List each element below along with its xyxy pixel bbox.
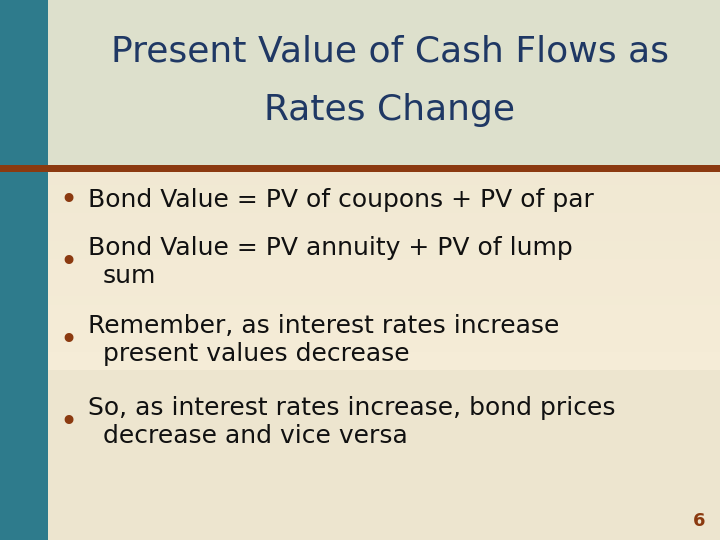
Bar	[0, 333, 720, 342]
Bar	[0, 278, 720, 287]
Bar	[0, 185, 720, 194]
Bar	[0, 37, 720, 46]
Text: •: •	[59, 326, 77, 354]
Bar	[0, 324, 720, 333]
Text: present values decrease: present values decrease	[103, 342, 410, 366]
Bar	[0, 56, 720, 65]
Bar	[0, 176, 720, 185]
Bar	[0, 0, 720, 170]
Bar	[0, 296, 720, 305]
Bar	[0, 287, 720, 296]
Bar	[0, 139, 720, 148]
Bar	[0, 0, 48, 540]
Bar	[0, 231, 720, 240]
Text: •: •	[59, 247, 77, 276]
Bar	[0, 361, 720, 370]
Text: sum: sum	[103, 264, 156, 288]
Text: Rates Change: Rates Change	[264, 93, 516, 127]
Text: 6: 6	[693, 512, 705, 530]
Bar	[0, 222, 720, 231]
Bar	[0, 65, 720, 74]
Text: decrease and vice versa: decrease and vice versa	[103, 424, 408, 448]
Bar	[0, 46, 720, 56]
Text: Present Value of Cash Flows as: Present Value of Cash Flows as	[111, 35, 669, 69]
Bar	[0, 240, 720, 249]
Bar	[0, 268, 720, 278]
Bar	[0, 259, 720, 268]
Text: Remember, as interest rates increase: Remember, as interest rates increase	[88, 314, 559, 338]
Bar	[0, 120, 720, 130]
Bar	[0, 249, 720, 259]
Text: •: •	[59, 408, 77, 436]
Bar	[0, 204, 720, 213]
Bar	[0, 194, 720, 204]
Bar	[0, 166, 720, 176]
Bar	[0, 165, 720, 172]
Bar	[0, 148, 720, 157]
Bar	[0, 83, 720, 92]
Bar	[0, 111, 720, 120]
Bar	[0, 92, 720, 102]
Bar	[0, 28, 720, 37]
Text: Bond Value = PV of coupons + PV of par: Bond Value = PV of coupons + PV of par	[88, 188, 594, 212]
Bar	[0, 305, 720, 314]
Text: Bond Value = PV annuity + PV of lump: Bond Value = PV annuity + PV of lump	[88, 235, 572, 260]
Bar	[0, 130, 720, 139]
Bar	[0, 352, 720, 361]
Bar	[0, 18, 720, 28]
Bar	[0, 102, 720, 111]
Bar	[0, 74, 720, 83]
Bar	[0, 157, 720, 166]
Text: So, as interest rates increase, bond prices: So, as interest rates increase, bond pri…	[88, 396, 616, 420]
Bar	[0, 0, 720, 9]
Bar	[0, 314, 720, 324]
Bar	[0, 213, 720, 222]
Text: •: •	[59, 186, 77, 214]
Bar	[0, 9, 720, 18]
Bar	[0, 342, 720, 352]
